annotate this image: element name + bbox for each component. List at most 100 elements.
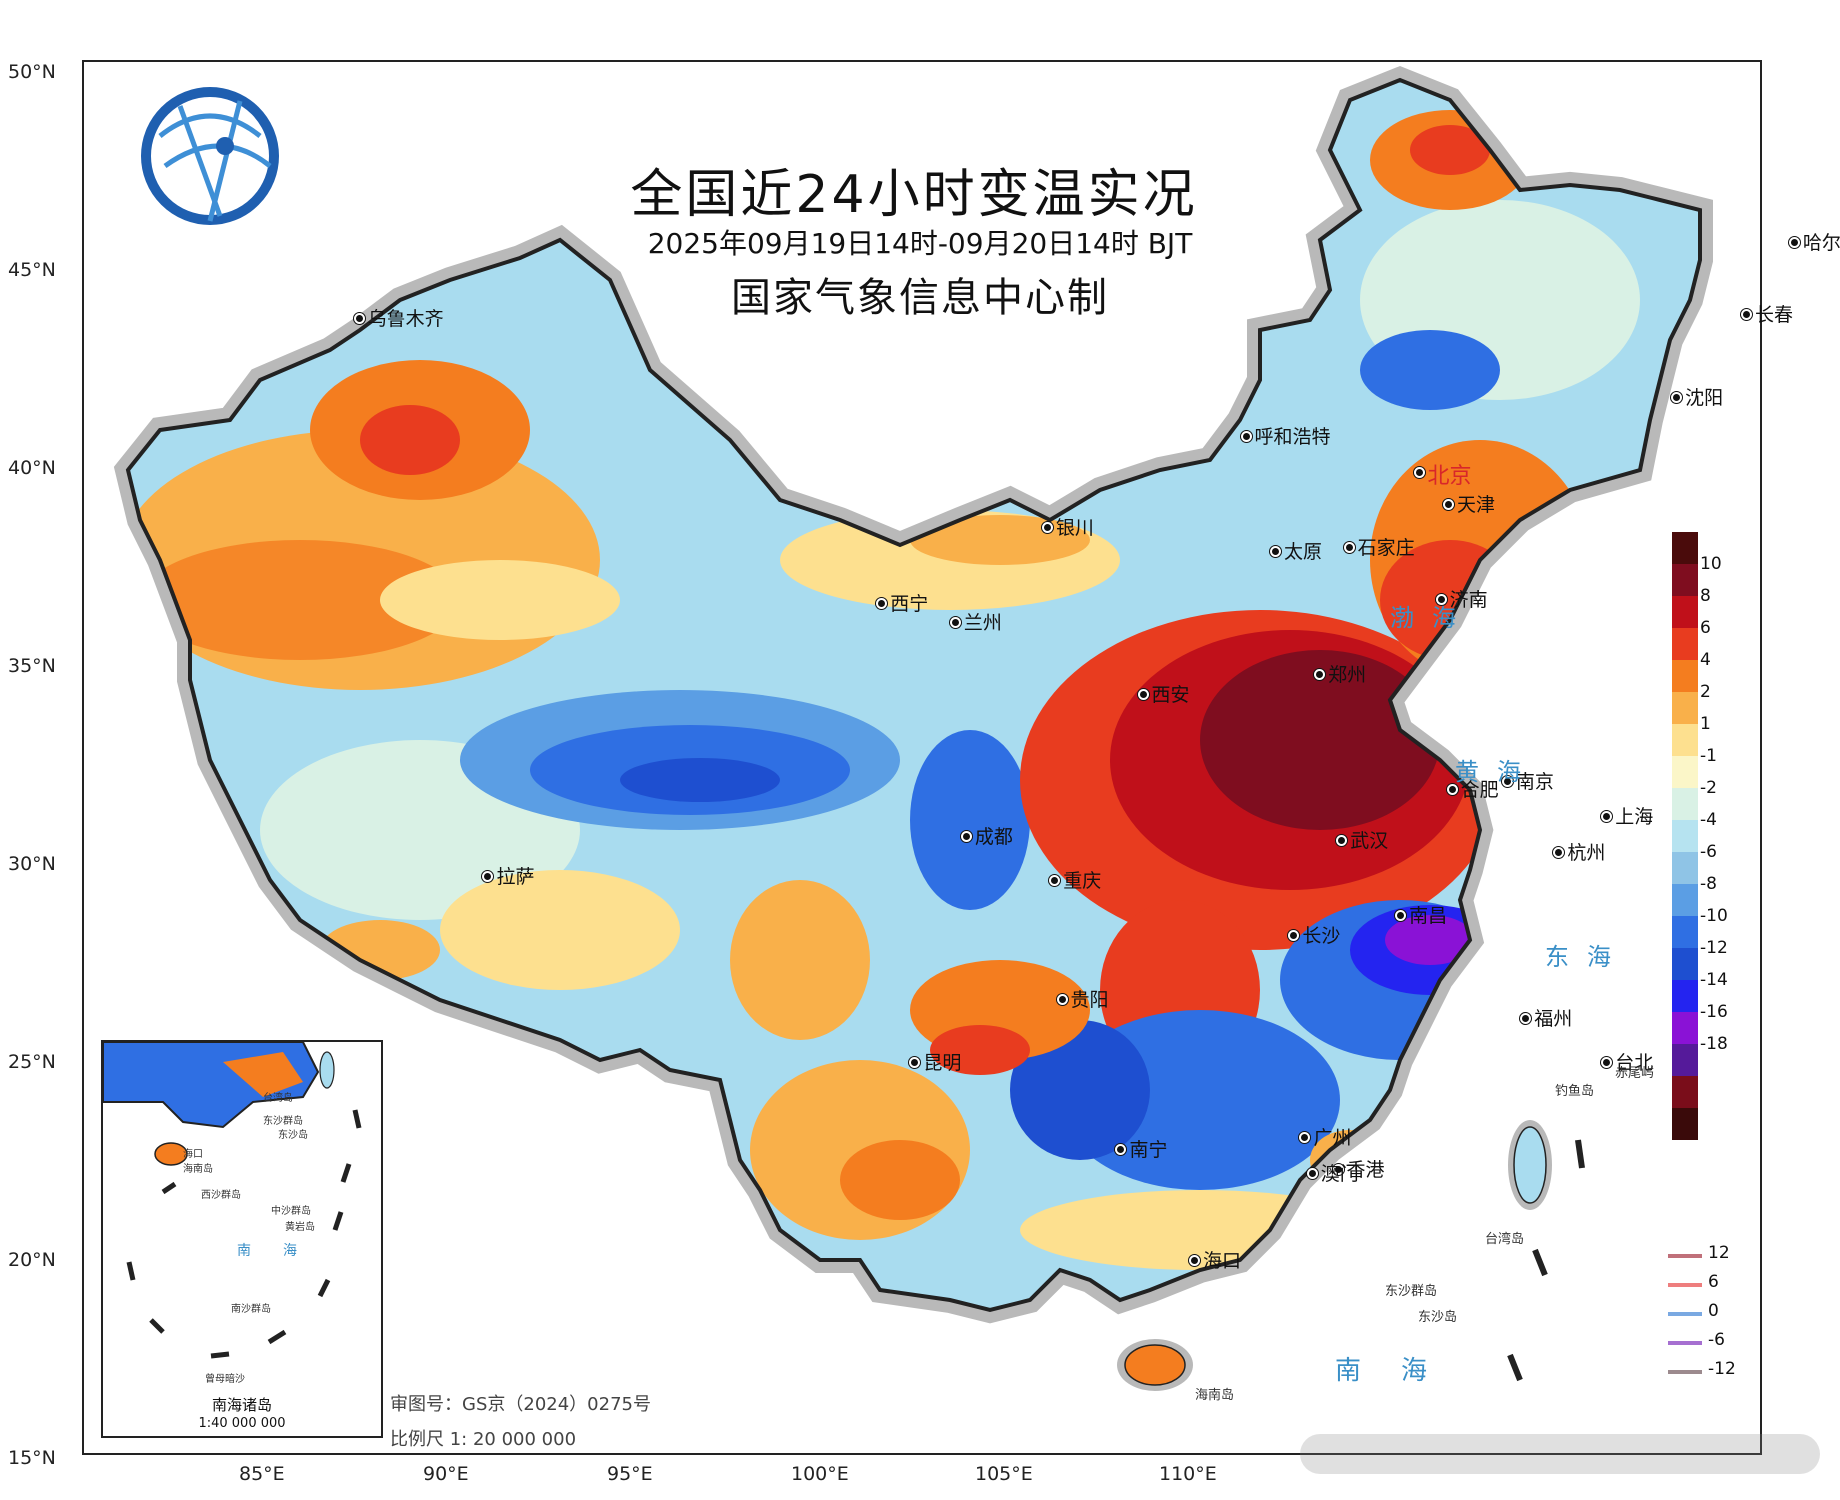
city-marker — [1270, 546, 1281, 558]
legend-swatch — [1672, 980, 1698, 1012]
nine-dash-line — [1507, 1139, 1585, 1382]
inset-title: 南海诸岛 — [211, 1396, 272, 1414]
legend-swatch — [1672, 1108, 1698, 1140]
map-time-range: 2025年09月19日14时-09月20日14时 BJT — [647, 227, 1193, 260]
legend-swatch — [1672, 1044, 1698, 1076]
city-marker — [1435, 593, 1447, 605]
legend-tick-label: -4 — [1700, 810, 1717, 830]
inset-label-zhongsha: 中沙群岛 — [271, 1206, 311, 1217]
legend-swatch — [1672, 692, 1698, 724]
map-scale: 比例尺 1: 20 000 000 — [390, 1429, 577, 1450]
city-label: 呼和浩特 — [1254, 426, 1331, 449]
contour-legend-line — [1668, 1254, 1702, 1258]
city-marker — [1041, 522, 1053, 534]
legend-tick-label: -1 — [1700, 746, 1717, 766]
contour-legend-label: 0 — [1708, 1301, 1719, 1321]
contour-legend-line — [1668, 1283, 1702, 1287]
city-label: 天津 — [1456, 493, 1495, 516]
legend-tick-label: 10 — [1700, 554, 1722, 574]
taiwan-island — [1513, 1126, 1547, 1204]
city-marker — [1520, 1013, 1532, 1025]
contour-legend-line — [1668, 1370, 1702, 1374]
inset-label-zengmu: 曾母暗沙 — [205, 1374, 245, 1385]
latitude-label: 30°N — [8, 853, 56, 875]
city-marker — [1056, 993, 1068, 1005]
city-label: 南京 — [1515, 770, 1554, 793]
map-organization: 国家气象信息中心制 — [731, 275, 1109, 321]
inset-label-xisha: 西沙群岛 — [201, 1190, 241, 1201]
inset-label-dongsha-dao: 东沙岛 — [278, 1130, 308, 1141]
legend-swatch — [1672, 628, 1698, 660]
contour-legend-label: -6 — [1708, 1330, 1725, 1350]
city-marker — [1336, 835, 1348, 847]
city-label: 石家庄 — [1357, 537, 1415, 560]
contour-legend-line — [1668, 1341, 1702, 1345]
legend-tick-label: -16 — [1700, 1002, 1728, 1022]
legend-tick-label: -14 — [1700, 970, 1728, 990]
city-marker — [1553, 847, 1565, 859]
city-label: 杭州 — [1567, 842, 1606, 865]
city-marker — [1049, 874, 1061, 886]
contour-legend-label: 12 — [1708, 1243, 1730, 1263]
legend-tick-label: -8 — [1700, 874, 1717, 894]
city-label: 哈尔滨 — [1802, 232, 1840, 255]
city-label: 银川 — [1055, 517, 1094, 540]
latitude-label: 25°N — [8, 1051, 56, 1073]
latitude-label: 15°N — [8, 1447, 56, 1469]
city-label: 香港 — [1346, 1158, 1385, 1181]
city-marker — [1671, 391, 1683, 403]
longitude-label: 85°E — [239, 1463, 285, 1485]
city-label: 济南 — [1449, 588, 1488, 611]
city-marker — [1446, 783, 1458, 795]
legend-swatch — [1672, 564, 1698, 596]
inset-scale: 1:40 000 000 — [198, 1416, 286, 1431]
legend-tick-label: 2 — [1700, 682, 1711, 702]
island-label-diaoyu: 钓鱼岛 — [1555, 1084, 1595, 1099]
city-marker — [1115, 1144, 1127, 1156]
city-marker — [1332, 1163, 1344, 1175]
inset-label-hainan: 海南岛 — [183, 1164, 213, 1175]
city-label: 台北 — [1615, 1052, 1654, 1074]
legend-tick-label: 4 — [1700, 650, 1711, 670]
legend-swatch — [1672, 532, 1698, 564]
city-marker — [1299, 1132, 1311, 1144]
island-label-taiwan: 台湾岛 — [1485, 1232, 1525, 1247]
island-label-dongsha-qundao: 东沙群岛 — [1385, 1284, 1438, 1299]
inset-map — [103, 1042, 362, 1359]
inset-label-nansha: 南沙群岛 — [231, 1304, 271, 1315]
watermark — [1300, 1434, 1820, 1474]
cma-logo — [141, 87, 279, 225]
longitude-label: 90°E — [423, 1463, 469, 1485]
inset-label-taiwan: 台湾岛 — [263, 1093, 293, 1104]
city-label: 西宁 — [890, 592, 929, 615]
city-label: 昆明 — [923, 1052, 962, 1074]
city-marker — [1788, 237, 1800, 249]
contour-legend-line — [1668, 1312, 1702, 1316]
city-label: 兰州 — [963, 612, 1002, 635]
latitude-label: 40°N — [8, 457, 56, 479]
city-label: 重庆 — [1063, 869, 1102, 892]
legend-tick-label: 8 — [1700, 586, 1711, 606]
city-label: 澳门 — [1320, 1162, 1359, 1185]
city-marker — [960, 831, 972, 843]
city-label: 合肥 — [1460, 778, 1499, 801]
city-marker — [1413, 466, 1425, 478]
legend-swatch — [1672, 1012, 1698, 1044]
map-title: 全国近24小时变温实况 — [630, 165, 1198, 225]
inset-label-huangyan: 黄岩岛 — [285, 1222, 315, 1233]
longitude-label: 110°E — [1159, 1463, 1217, 1485]
longitude-label: 95°E — [607, 1463, 653, 1485]
island-label-chiwei: 赤尾屿 — [1615, 1066, 1655, 1081]
city-label: 贵阳 — [1070, 988, 1109, 1011]
city-marker — [1442, 498, 1454, 510]
legend-tick-label: -18 — [1700, 1034, 1728, 1054]
city-marker — [1395, 910, 1407, 922]
legend-tick-label: -12 — [1700, 938, 1728, 958]
city-marker — [1343, 542, 1355, 554]
city-marker — [949, 617, 961, 629]
inset-label-nan: 南 — [237, 1243, 251, 1259]
legend-tick-label: -6 — [1700, 842, 1717, 862]
city-marker — [876, 597, 888, 609]
city-marker — [1601, 811, 1613, 823]
